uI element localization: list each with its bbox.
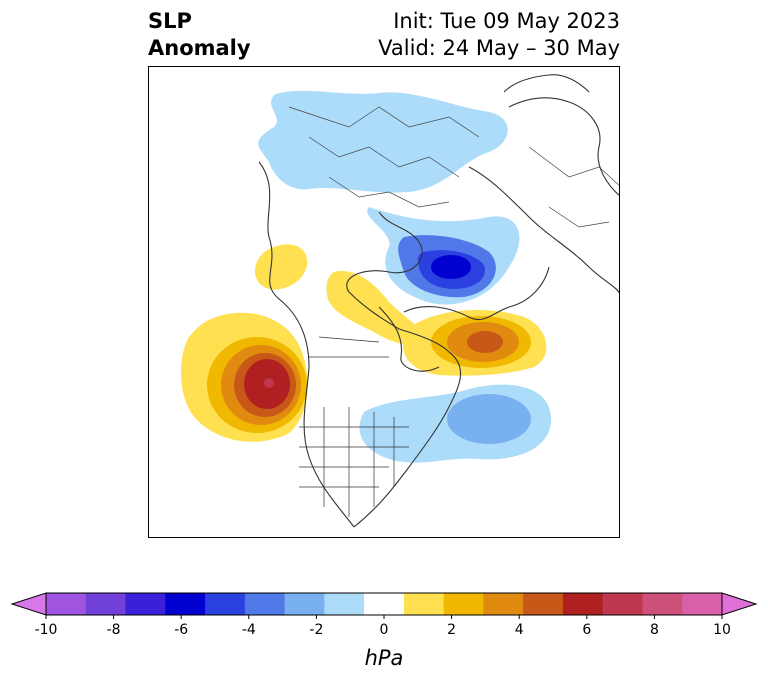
colorbar-segments (10, 592, 758, 616)
colorbar-swatch (284, 593, 325, 615)
colorbar-swatch (324, 593, 365, 615)
init-date: Init: Tue 09 May 2023 (393, 9, 620, 33)
valid-range: Valid: 24 May – 30 May (378, 36, 620, 60)
colorbar-swatch (244, 593, 286, 615)
colorbar-swatch (523, 593, 564, 615)
colorbar-swatch (205, 593, 246, 615)
colorbar-tick-label: 4 (515, 622, 524, 638)
colorbar-ticks: -10 -8 -6 -4 -2 0 2 4 6 8 10 (35, 615, 731, 638)
map-panel (148, 66, 620, 538)
colorbar-swatch (165, 593, 206, 615)
colorbar-tick-label: -8 (107, 622, 121, 638)
colorbar-tick-label: -4 (242, 622, 256, 638)
colorbar-swatch (443, 593, 484, 615)
positive-anomaly-greenland (403, 310, 547, 376)
colorbar-swatch (642, 593, 683, 615)
coastlines (258, 74, 619, 528)
colorbar-swatch (85, 593, 127, 615)
positive-anomaly-pacific (180, 312, 308, 442)
colorbar-swatch (125, 593, 166, 615)
title-type: Anomaly (148, 36, 251, 60)
map-dates: Init: Tue 09 May 2023 Valid: 24 May – 30… (378, 8, 620, 62)
colorbar-unit: hPa (364, 646, 404, 670)
colorbar-swatch (483, 593, 524, 615)
colorbar-tick-label: 2 (447, 622, 456, 638)
colorbar-tick-label: 10 (713, 622, 731, 638)
colorbar-swatch (46, 593, 87, 615)
colorbar-swatch (562, 593, 604, 615)
colorbar-swatch (403, 593, 445, 615)
country-borders (288, 106, 619, 228)
colorbar-swatch (682, 593, 723, 615)
colorbar: -10 -8 -6 -4 -2 0 2 4 6 8 10 (10, 592, 758, 638)
colorbar-extend-high (721, 592, 758, 616)
colorbar-swatch (602, 593, 643, 615)
state-borders (299, 336, 409, 517)
colorbar-tick-label: 8 (650, 622, 659, 638)
map-title: SLP Anomaly (148, 8, 251, 62)
positive-anomaly-alaska (254, 244, 308, 290)
negative-anomaly-arctic (258, 90, 520, 305)
title-variable: SLP (148, 9, 192, 33)
colorbar-tick-label: -10 (35, 622, 58, 638)
colorbar-tick-label: 6 (582, 622, 591, 638)
colorbar-tick-label: 0 (380, 622, 389, 638)
anomaly-map (180, 74, 619, 528)
colorbar-tick-label: -6 (174, 622, 188, 638)
positive-anomaly-arctic-band (326, 271, 429, 346)
colorbar-swatch (364, 593, 405, 615)
colorbar-extend-low (10, 592, 47, 616)
negative-anomaly-atlantic (359, 384, 552, 463)
colorbar-tick-label: -2 (309, 622, 323, 638)
